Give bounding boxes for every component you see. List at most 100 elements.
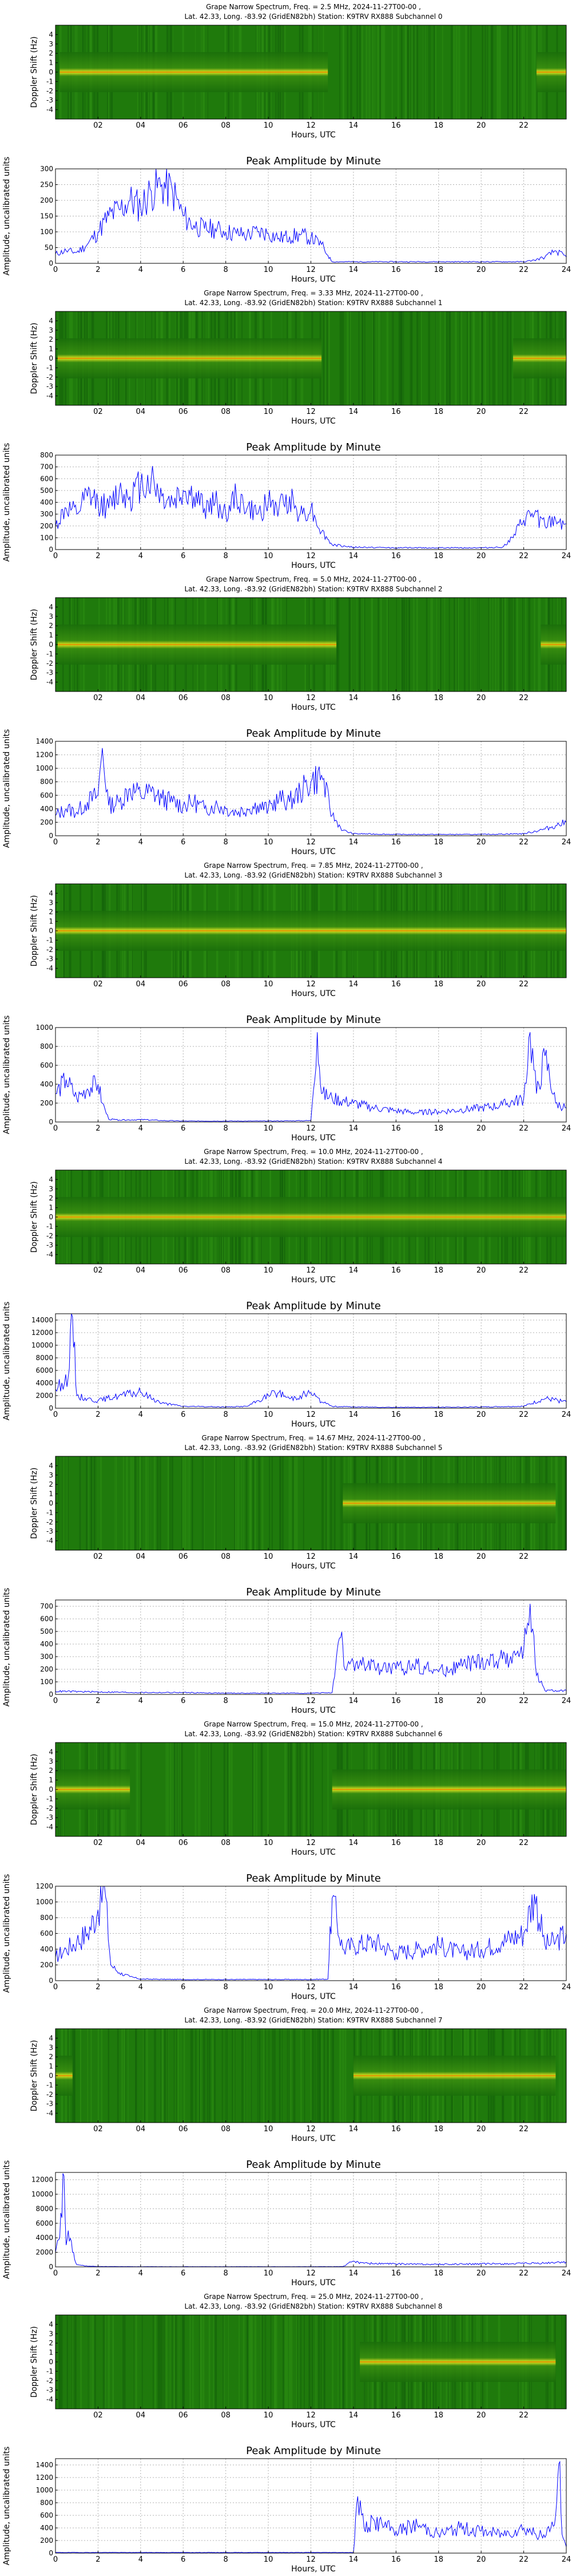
spectrogram-texture [202,2029,205,2123]
spectrogram-texture [287,2029,289,2123]
spectrogram-texture [72,2029,74,2123]
spectrogram-texture [499,311,500,405]
spectrogram-texture [182,1456,184,1550]
spectrogram-texture [515,25,517,119]
y-tick-label: 0 [49,641,53,649]
spectrogram-texture [498,598,499,692]
spectrogram-texture [264,2315,267,2409]
x-tick-label: 22 [519,1552,529,1561]
spectrogram-texture [227,1743,229,1836]
y-tick-label: 1 [49,345,53,353]
spectrogram-texture [378,311,380,405]
amplitude-title: Peak Amplitude by Minute [246,728,381,740]
y-tick-label: 700 [40,1602,53,1610]
spectrogram-texture [166,1743,169,1836]
y-tick-label: 1 [49,59,53,67]
spectrogram-texture [333,1456,336,1550]
spectrogram-texture [366,25,368,119]
y-tick-label: 3 [49,1185,53,1193]
spectrogram-texture [66,2315,68,2409]
spectrogram-texture [213,2315,215,2409]
x-tick-label: 0 [53,2269,58,2278]
x-tick-label: 22 [519,2269,529,2278]
spectrogram-texture [359,25,361,119]
spectrogram-texture [364,598,366,692]
spectrogram-texture [228,2315,229,2409]
spectrogram-texture [274,2029,276,2123]
amplitude-chart: Peak Amplitude by Minute0100200300400500… [2,441,571,570]
y-tick-label: 800 [40,2499,53,2507]
spectrogram-texture [336,598,339,692]
amplitude-chart: Peak Amplitude by Minute0200400600800100… [2,2445,571,2574]
x-axis-label: Hours, UTC [291,1848,336,1857]
spectrogram-texture [80,2029,81,2123]
spectrogram-texture [238,1456,240,1550]
spectrogram-texture [492,311,494,405]
x-tick-label: 12 [306,1552,316,1561]
spectrogram-texture [259,2029,261,2123]
y-axis-label: Amplitude, uncalibrated units [2,1874,11,1993]
spectrogram-texture [372,25,374,119]
spectrogram-texture [89,2315,92,2409]
y-tick-label: -3 [46,1814,53,1822]
spectrogram-texture [323,311,325,405]
spectrogram-texture [534,598,535,692]
x-tick-label: 14 [349,266,359,274]
x-tick-label: 8 [224,1983,228,1992]
x-tick-label: 10 [264,2555,273,2564]
x-tick-label: 16 [391,1552,401,1561]
x-tick-label: 18 [434,1697,443,1705]
spectrogram-texture [494,311,495,405]
spectrogram-texture [141,2315,143,2409]
spectrogram-texture [157,2315,160,2409]
y-tick-label: 8000 [35,2204,53,2212]
x-tick-label: 18 [434,838,443,847]
x-tick-label: 16 [391,2125,401,2134]
y-tick-label: -3 [46,2100,53,2108]
y-tick-label: 1 [49,2349,53,2357]
spectrogram-texture [495,598,496,692]
spectrogram-texture [305,1743,307,1836]
y-tick-label: 4 [49,2320,53,2328]
x-tick-label: 18 [434,2555,443,2564]
x-tick-label: 10 [264,1124,273,1133]
spectrogram-texture [194,1743,197,1836]
spectrogram-texture [252,1456,255,1550]
spectrogram-texture [115,1456,117,1550]
x-tick-label: 12 [306,2269,316,2278]
y-tick-label: 10000 [31,2190,53,2198]
spectrogram-texture [400,25,403,119]
spectrogram-texture [181,1743,183,1836]
x-tick-label: 12 [306,266,316,274]
y-tick-label: 4 [49,889,53,897]
x-tick-label: 16 [391,266,401,274]
spectrogram-texture [215,1456,217,1550]
spectrogram-texture [398,25,399,119]
spectrogram-texture [60,2315,63,2409]
spectrogram-texture [201,1456,204,1550]
x-tick-label: 06 [178,2125,188,2134]
spectrogram-texture [463,598,466,692]
y-tick-label: 1 [49,631,53,639]
x-tick-label: 10 [264,1983,273,1992]
x-tick-label: 08 [221,1552,231,1561]
spectrogram-texture [467,311,468,405]
x-tick-label: 8 [224,552,228,560]
y-tick-label: 0 [49,259,53,267]
y-tick-label: 800 [40,778,53,786]
spectrogram-texture [169,1743,172,1836]
x-tick-label: 12 [306,2125,316,2134]
x-tick-label: 14 [349,1983,359,1992]
spectrogram-texture [287,1743,289,1836]
spectrogram-texture [145,1456,147,1550]
spectrogram-texture [465,25,467,119]
spectrogram-texture [344,2029,347,2123]
x-axis-label: Hours, UTC [291,1706,336,1715]
spectrogram-texture [97,2029,100,2123]
spectrogram-texture [272,2029,274,2123]
spectrogram-texture [508,598,510,692]
spectrogram-texture [453,25,455,119]
spectrogram-texture [358,311,360,405]
y-tick-label: -4 [46,392,53,400]
spectrogram-title-line2: Lat. 42.33, Long. -83.92 (GridEN82bh) St… [184,13,442,21]
